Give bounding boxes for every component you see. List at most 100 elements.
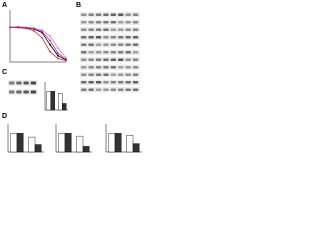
blot-strip: [80, 79, 140, 85]
curve: [9, 26, 67, 62]
blot-band: [132, 43, 139, 46]
point: [49, 43, 51, 46]
blot-band: [118, 28, 124, 31]
blot-band: [88, 66, 94, 69]
point: [41, 36, 43, 39]
blot-band: [132, 81, 139, 84]
blot-band: [118, 88, 124, 91]
figure: A B C D: [2, 2, 142, 153]
blots: [8, 12, 140, 95]
blot-band: [118, 21, 124, 24]
bar: [126, 134, 134, 153]
blot-band: [132, 58, 139, 61]
blot-band: [103, 58, 109, 61]
blot-band: [110, 21, 117, 24]
bar: [28, 136, 36, 153]
blot-band: [103, 36, 109, 39]
point: [49, 50, 51, 53]
blot-band: [81, 81, 87, 84]
point: [33, 29, 35, 32]
blot-band: [132, 66, 139, 69]
point: [49, 35, 51, 37]
blot-band: [95, 81, 102, 84]
blot-band: [88, 81, 94, 84]
blot-band: [103, 81, 109, 84]
blot-band: [132, 73, 139, 76]
blot-band: [110, 36, 117, 39]
blot-band: [118, 13, 124, 16]
point: [41, 30, 43, 33]
blot-band: [110, 58, 117, 61]
blot-band: [95, 66, 102, 69]
blot-band: [103, 88, 109, 91]
blot-band: [88, 51, 94, 54]
blot-band: [23, 81, 29, 85]
blot-band: [118, 51, 124, 54]
bar: [132, 143, 140, 153]
blot-strip: [80, 19, 140, 25]
blot-band: [95, 36, 102, 39]
point: [65, 58, 67, 61]
blot-band: [103, 43, 109, 46]
blot-band: [95, 21, 102, 24]
blot-band: [88, 88, 94, 91]
blot-band: [118, 73, 124, 76]
blot-strip: [80, 49, 140, 55]
blot-band: [125, 36, 131, 39]
blot-band: [110, 66, 117, 69]
blot-band: [125, 58, 131, 61]
blot-band: [125, 51, 131, 54]
blot-band: [118, 58, 124, 61]
blot-band: [95, 28, 102, 31]
bar: [108, 133, 116, 153]
blot-band: [30, 90, 37, 94]
blot-band: [81, 21, 87, 24]
bar: [10, 133, 18, 153]
bar: [76, 135, 84, 153]
blot-strip: [8, 89, 38, 95]
bar: [16, 133, 24, 153]
bar: [64, 133, 72, 153]
blot-band: [95, 51, 102, 54]
blot-band: [81, 51, 87, 54]
bar: [62, 103, 67, 111]
panel-label: D: [2, 113, 7, 120]
blot-band: [132, 36, 139, 39]
point: [65, 59, 67, 62]
panel-label: B: [76, 2, 81, 9]
blot-strip: [8, 80, 38, 86]
blot-strip: [80, 27, 140, 33]
blot-band: [125, 81, 131, 84]
blot-band: [103, 28, 109, 31]
blot-band: [103, 21, 109, 24]
point: [9, 26, 11, 29]
blot-band: [88, 36, 94, 39]
bar: [114, 133, 122, 153]
blot-band: [125, 88, 131, 91]
blot-band: [125, 73, 131, 76]
blot-band: [103, 73, 109, 76]
blot-band: [103, 51, 109, 54]
blot-band: [110, 13, 117, 16]
blot-band: [81, 88, 87, 91]
blot-band: [110, 43, 117, 46]
blot-band: [95, 73, 102, 76]
blot-band: [88, 43, 94, 46]
blot-band: [125, 66, 131, 69]
blot-band: [118, 36, 124, 39]
point: [57, 47, 59, 50]
blot-band: [103, 66, 109, 69]
blot-band: [88, 28, 94, 31]
blot-band: [118, 81, 124, 84]
point: [57, 57, 59, 60]
blot-band: [132, 13, 139, 16]
blot-band: [88, 21, 94, 24]
blot-band: [9, 81, 15, 85]
axes: [9, 10, 66, 63]
point: [17, 26, 19, 28]
blot-band: [118, 66, 124, 69]
bar: [58, 133, 66, 153]
bar: [46, 91, 51, 111]
blot-band: [81, 58, 87, 61]
blot-band: [125, 21, 131, 24]
